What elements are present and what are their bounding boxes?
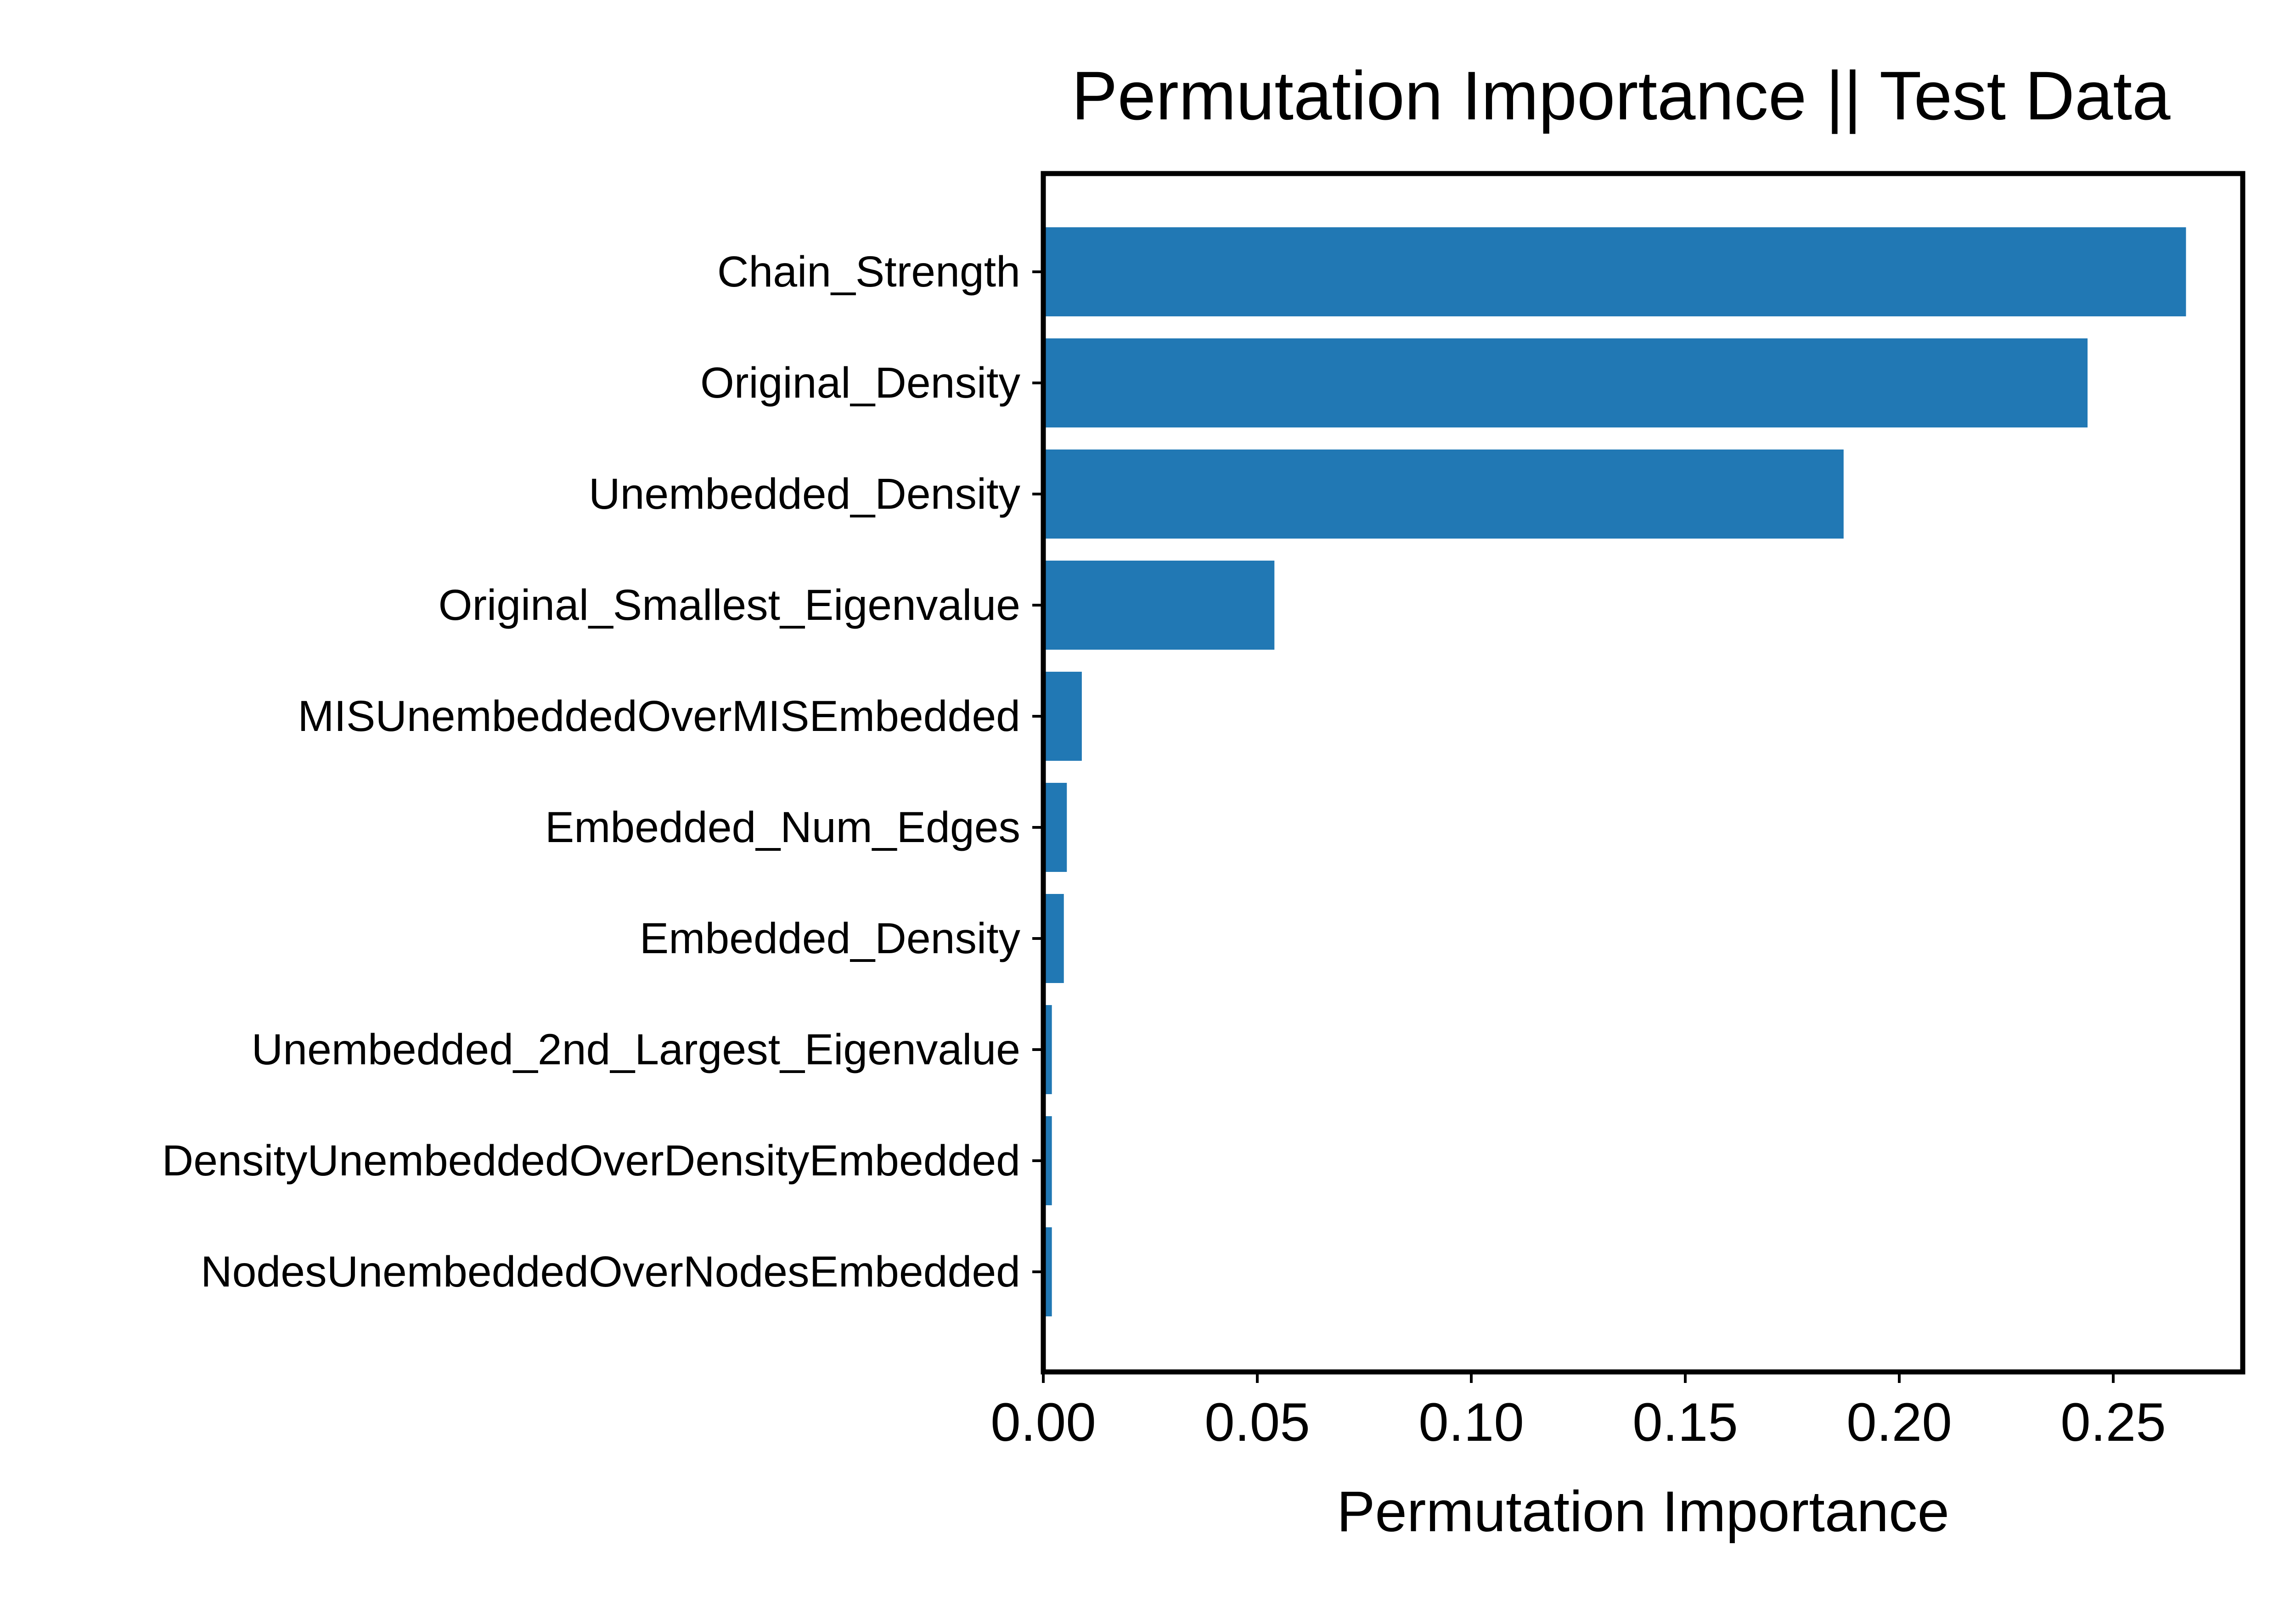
y-tick-label: Unembedded_2nd_Largest_Eigenvalue [252, 1025, 1020, 1074]
y-tick-label: Embedded_Density [640, 914, 1021, 963]
y-tick-label: Original_Density [700, 359, 1020, 407]
bar-original-smallest-eigenvalue [1043, 561, 1275, 650]
bar-original-density [1043, 338, 2088, 427]
chart-title: Permutation Importance || Test Data [1072, 57, 2171, 134]
y-tick-label: NodesUnembeddedOverNodesEmbedded [201, 1247, 1020, 1296]
x-axis-label: Permutation Importance [1337, 1480, 1949, 1544]
y-axis: Chain_Strength Original_Density Unembedded… [162, 247, 1043, 1296]
x-tick-label: 0.00 [990, 1392, 1096, 1453]
y-tick-label: Chain_Strength [717, 247, 1020, 296]
y-tick-label: Embedded_Num_Edges [545, 803, 1020, 852]
x-tick-label: 0.05 [1204, 1392, 1310, 1453]
x-tick-label: 0.25 [2060, 1392, 2166, 1453]
bar-embedded-density [1043, 894, 1064, 983]
y-tick-label: Original_Smallest_Eigenvalue [439, 581, 1020, 629]
y-tick-label: DensityUnembeddedOverDensityEmbedded [162, 1136, 1020, 1185]
x-tick-label: 0.15 [1632, 1392, 1738, 1453]
bar-misunembeddedovermisembedded [1043, 672, 1082, 761]
plot-frame [1041, 171, 2245, 1375]
x-tick-label: 0.20 [1846, 1392, 1952, 1453]
y-tick-label: Unembedded_Density [589, 470, 1021, 518]
bars-layer [1043, 227, 2186, 1316]
x-axis: 0.00 0.05 0.10 0.15 0.20 0.25 [990, 1372, 2166, 1453]
bar-embedded-num-edges [1043, 783, 1067, 872]
bar-unembedded-density [1043, 450, 1844, 539]
bar-chain-strength [1043, 227, 2186, 316]
y-tick-label: MISUnembeddedOverMISEmbedded [298, 692, 1020, 741]
x-tick-label: 0.10 [1418, 1392, 1524, 1453]
